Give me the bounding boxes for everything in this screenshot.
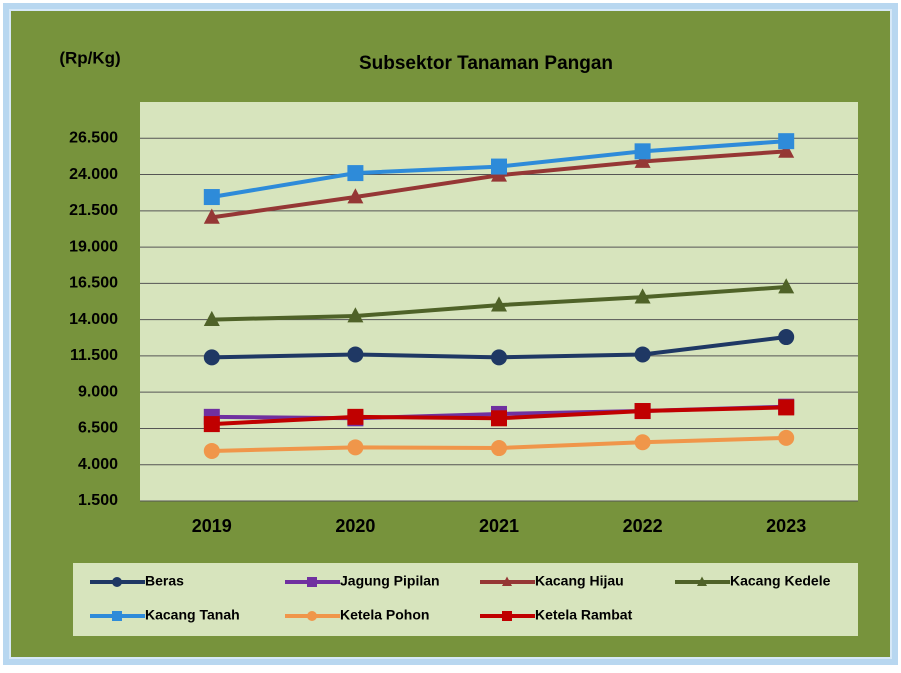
y-tick-label: 9.000 xyxy=(78,383,118,400)
marker xyxy=(491,349,507,366)
marker xyxy=(347,307,364,323)
y-tick-label: 19.000 xyxy=(69,238,118,255)
marker xyxy=(634,288,651,304)
legend-label: Ketela Pohon xyxy=(340,607,429,623)
marker xyxy=(502,611,512,621)
legend-label: Beras xyxy=(145,573,184,589)
marker xyxy=(347,346,364,363)
x-tick-label: 2022 xyxy=(623,516,663,536)
marker xyxy=(203,208,220,224)
x-tick-label: 2020 xyxy=(335,516,375,536)
marker xyxy=(778,278,795,294)
marker xyxy=(634,152,651,168)
marker xyxy=(634,346,651,363)
legend-box xyxy=(73,563,858,636)
legend-label: Ketela Rambat xyxy=(535,607,633,623)
marker xyxy=(307,611,317,621)
marker xyxy=(491,410,507,427)
marker xyxy=(778,329,795,346)
x-tick-label: 2021 xyxy=(479,516,519,536)
marker xyxy=(347,439,364,456)
marker xyxy=(491,296,507,312)
y-tick-label: 1.500 xyxy=(78,492,118,509)
marker xyxy=(502,576,512,586)
marker xyxy=(203,442,220,459)
y-tick-label: 6.500 xyxy=(78,420,118,437)
marker xyxy=(491,440,507,457)
marker xyxy=(697,576,707,586)
marker xyxy=(778,142,795,158)
y-tick-label: 14.000 xyxy=(69,311,118,328)
marker xyxy=(203,189,220,206)
y-tick-label: 16.500 xyxy=(69,275,118,292)
legend-label: Jagung Pipilan xyxy=(340,573,440,589)
legend-label: Kacang Tanah xyxy=(145,607,240,623)
marker xyxy=(347,165,364,182)
marker xyxy=(491,158,507,175)
marker xyxy=(307,577,317,587)
marker xyxy=(634,403,651,420)
chart-title: Subsektor Tanaman Pangan xyxy=(359,53,613,74)
marker xyxy=(778,429,795,446)
marker xyxy=(778,133,795,150)
marker xyxy=(203,416,220,433)
y-tick-label: 11.500 xyxy=(70,347,118,364)
marker xyxy=(347,188,364,204)
marker xyxy=(112,577,122,587)
marker xyxy=(634,143,651,160)
legend-label: Kacang Kedele xyxy=(730,573,831,589)
legend-label: Kacang Hijau xyxy=(535,573,624,589)
marker xyxy=(203,349,220,366)
y-tick-label: 21.500 xyxy=(69,202,118,219)
y-axis-label: (Rp/Kg) xyxy=(59,48,120,67)
y-tick-label: 26.500 xyxy=(69,129,118,146)
marker xyxy=(634,434,651,451)
marker xyxy=(778,399,795,416)
y-tick-label: 24.000 xyxy=(69,166,118,183)
marker xyxy=(112,611,122,621)
x-tick-label: 2023 xyxy=(766,516,806,536)
marker xyxy=(203,310,220,327)
marker xyxy=(347,408,364,425)
y-tick-label: 4.000 xyxy=(78,456,118,473)
x-tick-label: 2019 xyxy=(192,516,232,536)
